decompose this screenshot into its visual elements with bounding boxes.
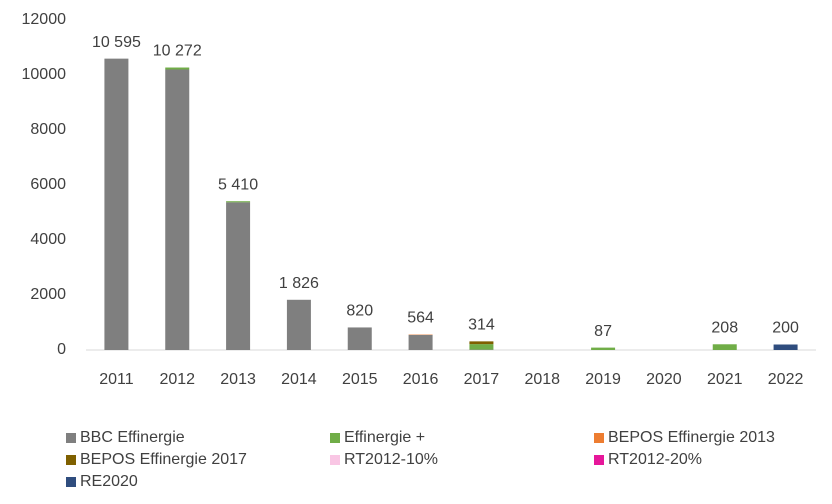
legend-swatch <box>330 433 340 443</box>
x-tick-label: 2018 <box>524 371 560 388</box>
x-tick-label: 2020 <box>646 371 682 388</box>
bar-segment <box>773 344 798 350</box>
bar-segment <box>591 347 616 350</box>
x-tick-label: 2016 <box>403 371 439 388</box>
legend-label: RT2012-20% <box>608 451 702 468</box>
legend-label: BBC Effinergie <box>80 429 185 446</box>
y-tick-label: 8000 <box>30 121 66 138</box>
bar-segment <box>286 299 311 350</box>
x-tick-label: 2013 <box>220 371 256 388</box>
total-label: 200 <box>772 320 799 337</box>
y-tick-label: 10000 <box>22 66 67 83</box>
x-tick-label: 2017 <box>464 371 500 388</box>
legend-label: RT2012-10% <box>344 451 438 468</box>
legend-label: Effinergie + <box>344 429 425 446</box>
total-label: 5 410 <box>218 176 258 193</box>
bar-segment <box>469 344 494 350</box>
x-tick-label: 2012 <box>159 371 195 388</box>
legend-swatch <box>330 455 340 465</box>
y-tick-label: 12000 <box>22 11 67 28</box>
legend-swatch <box>66 433 76 443</box>
bar-segment <box>104 58 129 350</box>
total-label: 564 <box>407 310 434 327</box>
legend-swatch <box>594 433 604 443</box>
bar-segment <box>712 344 737 350</box>
legend-swatch <box>66 477 76 487</box>
legend-swatch <box>594 455 604 465</box>
bar-segment <box>226 202 251 350</box>
y-tick-label: 0 <box>57 341 66 358</box>
bar-segment <box>408 334 433 350</box>
total-label: 208 <box>711 319 738 336</box>
x-tick-label: 2014 <box>281 371 317 388</box>
y-tick-label: 6000 <box>30 176 66 193</box>
x-tick-label: 2019 <box>585 371 621 388</box>
x-tick-label: 2011 <box>99 371 134 388</box>
legend-swatch <box>66 455 76 465</box>
total-label: 820 <box>346 303 373 320</box>
bar-segment <box>469 341 494 345</box>
total-label: 10 272 <box>153 43 202 60</box>
bar-segment <box>165 69 190 350</box>
legend-label: BEPOS Effinergie 2017 <box>80 451 247 468</box>
x-tick-label: 2015 <box>342 371 378 388</box>
x-tick-label: 2021 <box>707 371 743 388</box>
legend-label: RE2020 <box>80 473 138 490</box>
legend-label: BEPOS Effinergie 2013 <box>608 429 775 446</box>
total-label: 87 <box>594 323 612 340</box>
total-label: 1 826 <box>279 275 319 292</box>
total-label: 314 <box>468 317 495 334</box>
bar-segment <box>226 201 251 203</box>
bar-segment <box>165 67 190 70</box>
y-tick-label: 2000 <box>30 286 66 303</box>
y-tick-label: 4000 <box>30 231 66 248</box>
bar-segment <box>347 327 372 350</box>
total-label: 10 595 <box>92 34 141 51</box>
x-tick-label: 2022 <box>768 371 804 388</box>
